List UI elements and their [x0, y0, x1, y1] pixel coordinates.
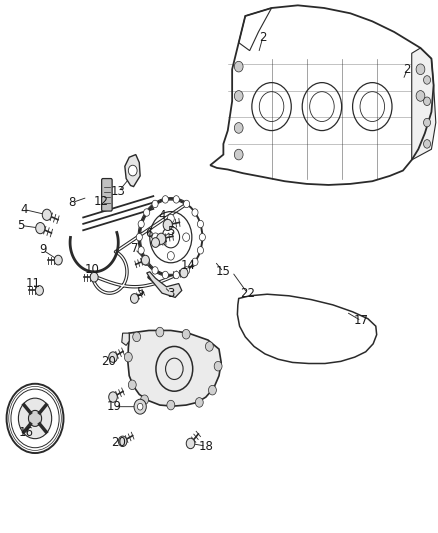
Text: 12: 12 — [93, 195, 108, 208]
Circle shape — [138, 403, 143, 410]
Circle shape — [182, 329, 190, 339]
Circle shape — [141, 255, 149, 265]
Polygon shape — [128, 330, 221, 406]
Text: 10: 10 — [85, 263, 99, 276]
Circle shape — [109, 352, 117, 362]
Text: 3: 3 — [167, 287, 174, 300]
Text: 19: 19 — [106, 400, 121, 413]
Circle shape — [162, 271, 168, 279]
Circle shape — [90, 272, 98, 282]
Text: 5: 5 — [167, 225, 174, 238]
Polygon shape — [125, 155, 140, 187]
Circle shape — [167, 400, 175, 410]
Circle shape — [234, 149, 243, 160]
Circle shape — [214, 361, 222, 371]
Text: 9: 9 — [39, 244, 47, 256]
Text: 5: 5 — [137, 286, 144, 298]
Circle shape — [152, 200, 158, 208]
Circle shape — [205, 342, 213, 351]
Circle shape — [128, 165, 137, 176]
Circle shape — [424, 76, 431, 84]
Circle shape — [424, 97, 431, 106]
Text: 8: 8 — [69, 196, 76, 209]
Circle shape — [167, 214, 174, 223]
Polygon shape — [147, 272, 182, 297]
Circle shape — [198, 247, 204, 254]
Text: 15: 15 — [216, 265, 231, 278]
Polygon shape — [122, 333, 129, 345]
Text: 7: 7 — [131, 243, 139, 255]
Circle shape — [173, 271, 180, 279]
Circle shape — [138, 247, 144, 254]
Circle shape — [234, 91, 243, 101]
Circle shape — [144, 209, 150, 216]
Circle shape — [416, 64, 425, 75]
Circle shape — [173, 196, 180, 203]
Circle shape — [192, 209, 198, 216]
Circle shape — [198, 220, 204, 228]
Circle shape — [131, 294, 138, 303]
Circle shape — [18, 398, 52, 439]
Circle shape — [416, 91, 425, 101]
Circle shape — [184, 200, 190, 208]
Text: 22: 22 — [240, 287, 255, 300]
Circle shape — [141, 395, 148, 405]
Circle shape — [54, 255, 62, 265]
Text: 16: 16 — [19, 426, 34, 439]
Circle shape — [138, 220, 144, 228]
Circle shape — [180, 268, 188, 278]
Circle shape — [152, 233, 159, 241]
Circle shape — [134, 399, 146, 414]
Text: 20: 20 — [111, 436, 126, 449]
Circle shape — [118, 436, 127, 447]
Circle shape — [162, 196, 168, 203]
Circle shape — [136, 233, 142, 241]
Text: 4: 4 — [158, 209, 166, 222]
Circle shape — [183, 233, 190, 241]
Circle shape — [124, 352, 132, 362]
Text: 20: 20 — [101, 355, 116, 368]
Circle shape — [109, 392, 117, 402]
Text: 6: 6 — [145, 227, 153, 240]
Text: 18: 18 — [198, 440, 213, 453]
Circle shape — [128, 380, 136, 390]
Circle shape — [36, 223, 45, 233]
Circle shape — [156, 327, 164, 337]
Text: 11: 11 — [25, 277, 40, 290]
Text: 14: 14 — [181, 259, 196, 272]
Text: 2: 2 — [403, 63, 411, 76]
Circle shape — [234, 61, 243, 72]
Circle shape — [186, 438, 195, 449]
Text: 5: 5 — [18, 219, 25, 232]
Text: 2: 2 — [259, 31, 267, 44]
Circle shape — [152, 266, 158, 274]
Circle shape — [167, 252, 174, 260]
Circle shape — [234, 123, 243, 133]
Circle shape — [163, 220, 172, 231]
Circle shape — [144, 258, 150, 265]
Circle shape — [35, 286, 43, 295]
FancyBboxPatch shape — [102, 179, 112, 211]
Circle shape — [157, 233, 166, 244]
Text: 17: 17 — [354, 314, 369, 327]
Circle shape — [184, 266, 190, 274]
Circle shape — [208, 385, 216, 395]
Circle shape — [424, 140, 431, 148]
Polygon shape — [412, 48, 436, 160]
Circle shape — [424, 118, 431, 127]
Circle shape — [199, 233, 205, 241]
Circle shape — [195, 398, 203, 407]
Text: 4: 4 — [20, 203, 28, 216]
Circle shape — [133, 332, 141, 342]
Circle shape — [192, 258, 198, 265]
Circle shape — [28, 410, 42, 426]
Circle shape — [42, 209, 51, 221]
Text: 13: 13 — [111, 185, 126, 198]
Circle shape — [152, 238, 159, 247]
